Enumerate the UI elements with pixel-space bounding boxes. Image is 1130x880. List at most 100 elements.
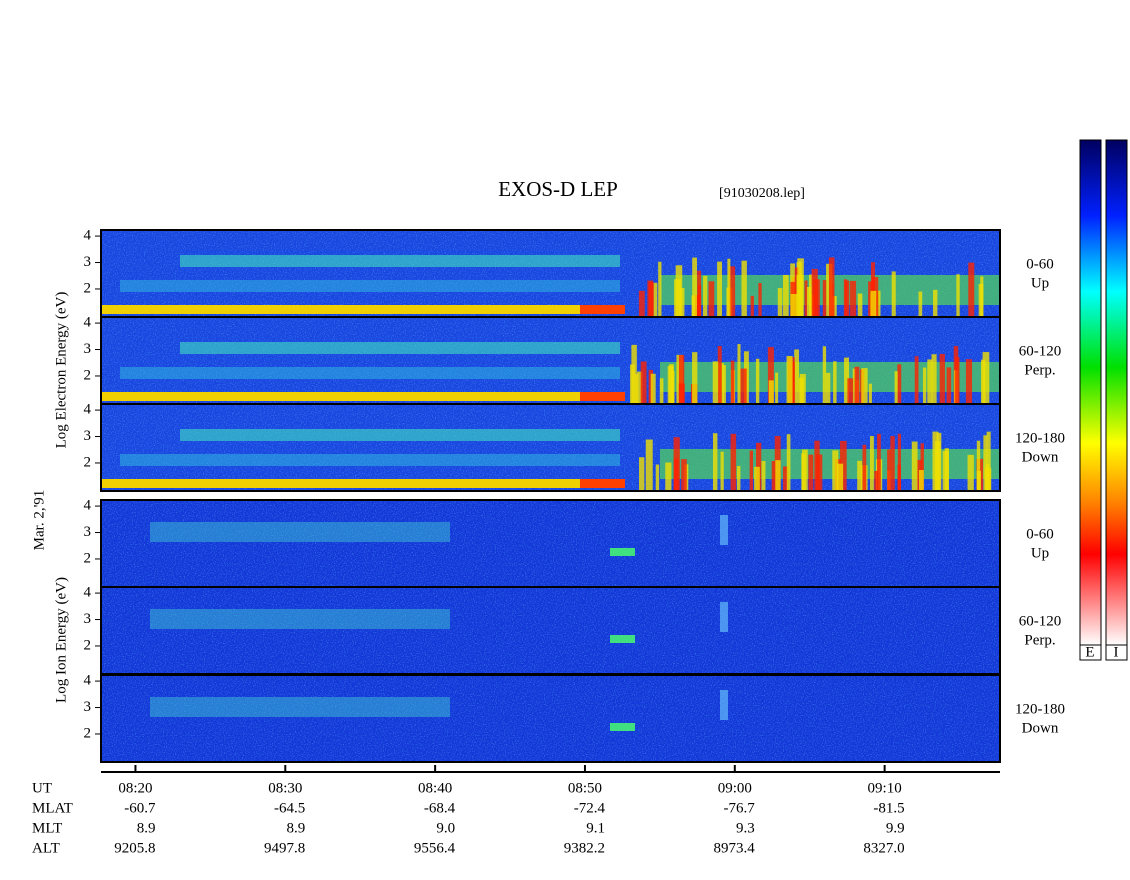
band [180,429,620,441]
stripe [936,432,942,491]
colorbar-label: E [1085,644,1094,660]
stripe [708,281,715,317]
stripe [852,368,857,404]
stripe [658,261,662,317]
row-value: 9556.4 [414,840,456,856]
stripe [692,352,698,404]
stripe [659,378,664,404]
subtitle: [91030208.lep] [719,186,805,201]
panel-label: 120-180 [1015,430,1065,446]
stripe [833,361,837,404]
row-value: -64.5 [274,800,305,816]
stripe [982,352,990,404]
stripe [768,380,774,404]
stripe [939,353,945,404]
stripe [692,257,697,317]
stripe [791,362,795,404]
blob [610,548,635,556]
stripe [862,444,867,491]
stripe [783,274,789,317]
stripe [754,466,760,491]
stripe [845,280,850,317]
colorbar-box [1079,644,1102,661]
stripe [639,457,645,491]
stripe [771,461,776,491]
colorbar [1105,139,1128,646]
stripe [717,346,722,404]
stripe [761,460,766,491]
stripe [844,357,850,404]
stripe [868,383,872,404]
stripe [720,451,724,491]
stripe [857,293,863,317]
stripe [894,371,898,404]
panel-label: 60-120 [1019,613,1062,629]
stripe [648,282,654,317]
stripe [914,356,919,404]
stripe [678,383,685,404]
stripe [777,288,783,317]
stripe [804,280,808,317]
y-tick-label: 2 [84,550,92,566]
stripe [832,450,839,491]
y-tick-label: 3 [84,524,92,540]
row-value: 8973.4 [714,840,756,856]
colorbar-label: I [1114,644,1119,660]
y-axis-label: Log Electron Energy (eV) [53,292,69,449]
stripe [942,450,949,491]
stripe [983,435,988,491]
stripe [967,454,974,491]
band [150,609,450,629]
stripe [933,289,938,317]
stripe [874,470,879,491]
stripe [891,271,896,317]
stripe [717,261,722,317]
y-axis-label: Log Ion Energy (eV) [53,577,69,703]
row-value: 8.9 [287,820,306,836]
stripe [703,275,708,317]
stripe [870,290,877,317]
stripe [911,441,918,491]
stripe [897,433,901,491]
y-tick-label: 4 [84,315,92,331]
stripe [968,262,975,317]
stripe [727,258,731,317]
stripe [836,463,844,491]
stripe [650,373,656,404]
date-label: Mar. 2,'91 [31,490,47,551]
panel-label: Perp. [1024,362,1055,378]
stripe [799,373,806,404]
blob [720,515,728,545]
y-tick-label: 4 [84,498,92,514]
y-tick-label: 2 [84,637,92,653]
stripe [758,282,762,317]
panel-label: Up [1031,545,1049,561]
stripe [755,358,760,404]
stripe [828,257,835,317]
stripe [678,355,685,404]
stripe [786,355,793,404]
stripe [955,357,960,404]
row-value: 9497.8 [264,840,305,856]
panel-label: Down [1022,449,1059,465]
stripe [920,443,924,491]
stripe [740,368,747,404]
band [120,367,620,379]
stripe [985,463,990,491]
stripe [816,454,823,491]
stripe [640,361,647,404]
y-tick-label: 3 [84,428,92,444]
stripe [750,295,754,317]
spectrogram-noise [101,587,1000,674]
stripe [637,371,643,404]
stripe [840,440,847,491]
stripe [796,274,804,317]
stripe [741,260,747,317]
y-tick-label: 3 [84,611,92,627]
stripe [965,359,973,404]
band [180,342,620,354]
band [101,392,621,401]
band [101,305,621,314]
y-tick-label: 3 [84,699,92,715]
title: EXOS-D LEP [498,177,618,201]
